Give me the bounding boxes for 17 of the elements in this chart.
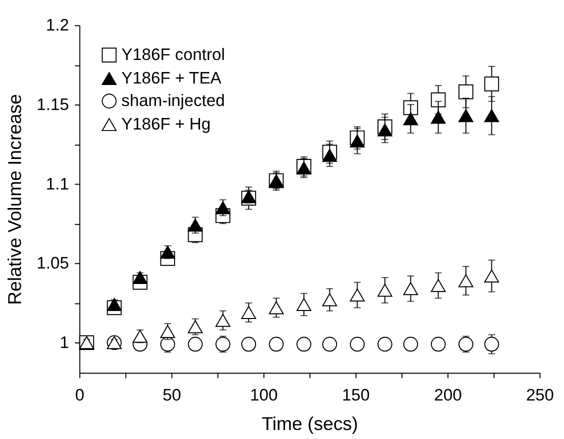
legend-label: sham-injected xyxy=(121,90,225,110)
x-tick-label: 50 xyxy=(162,386,182,405)
x-tick-label: 100 xyxy=(250,386,278,405)
legend-label: Y186F + Hg xyxy=(121,114,211,134)
y-axis-title: Relative Volume Increase xyxy=(4,94,25,305)
x-tick-label: 0 xyxy=(75,386,84,405)
legend-label: Y186F control xyxy=(121,44,225,64)
y-tick-label: 1.2 xyxy=(46,16,70,35)
y-tick-label: 1 xyxy=(60,333,70,352)
x-tick-label: 250 xyxy=(526,386,554,405)
y-tick-label: 1.15 xyxy=(36,94,70,114)
legend-label: Y186F + TEA xyxy=(121,68,222,88)
x-tick-label: 200 xyxy=(434,386,462,405)
y-tick-label: 1.05 xyxy=(36,254,70,273)
y-tick-label: 1.1 xyxy=(46,174,70,194)
x-axis-title: Time (secs) xyxy=(262,413,358,434)
x-tick-label: 150 xyxy=(342,386,370,405)
